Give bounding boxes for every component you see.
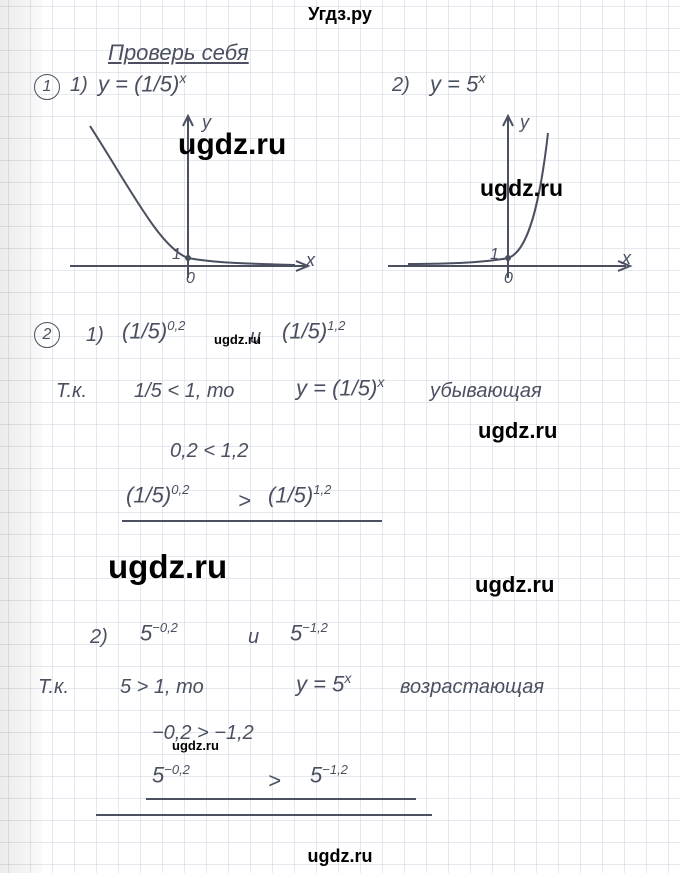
graph2-ylabel: y [520, 112, 529, 133]
p2-part1-label: 1) [86, 324, 104, 347]
p2-p2-result-op: > [268, 768, 281, 794]
expr-sup: x [179, 70, 186, 86]
p2-p2-result-r: 5−1,2 [310, 762, 348, 788]
expr-text: y = 5 [430, 71, 478, 96]
graph1-origin: 0 [186, 270, 195, 288]
sup: −1,2 [302, 620, 328, 635]
result-underline-1 [122, 520, 382, 522]
base: 5 [152, 762, 164, 787]
p2-p2-cmp-right: 5−1,2 [290, 620, 328, 646]
p2-p2-reason-c: y = 5x [296, 670, 351, 697]
p2-p2-reason-b: 5 > 1, то [120, 676, 204, 699]
sup: 1,2 [313, 482, 331, 497]
base: y = 5 [296, 671, 344, 696]
graph1-tick1: 1 [172, 246, 181, 264]
site-header: Угдз.ру [0, 4, 680, 25]
p2-p2-reason-d: возрастающая [400, 676, 544, 699]
page-shadow [0, 0, 42, 873]
p2-p1-reason2: 0,2 < 1,2 [170, 440, 248, 463]
graph2-origin: 0 [504, 270, 513, 288]
sup: x [377, 374, 384, 390]
base: y = (1/5) [296, 375, 377, 400]
sup: x [344, 670, 351, 686]
watermark: ugdz.ru [172, 738, 219, 753]
p1-part1-expr: y = (1/5)x [98, 70, 186, 97]
p2-p1-reason-d: убывающая [430, 380, 542, 403]
graph1-xlabel: x [306, 250, 315, 271]
p1-part1-label: 1) [70, 74, 88, 97]
base: 5 [310, 762, 322, 787]
p1-part2-label: 2) [392, 74, 410, 97]
sup: −0,2 [152, 620, 178, 635]
graph2-tick1: 1 [490, 246, 499, 264]
p2-p1-result-l: (1/5)0,2 [126, 482, 189, 508]
p2-p1-result-op: > [238, 488, 251, 514]
p1-part2-expr: y = 5x [430, 70, 485, 97]
p2-p1-reason-tk: Т.к. [56, 380, 87, 403]
problem-number-1: 1 [34, 74, 60, 100]
watermark: ugdz.ru [478, 418, 557, 444]
p2-p2-conj: и [248, 626, 259, 649]
p2-part2-label: 2) [90, 626, 108, 649]
base: 5 [140, 620, 152, 645]
p2-p2-result-l: 5−0,2 [152, 762, 190, 788]
result-underline-2b [96, 814, 432, 816]
sup: 0,2 [167, 318, 185, 333]
watermark: ugdz.ru [178, 128, 286, 162]
p2-p2-reason-tk: Т.к. [38, 676, 69, 699]
base: (1/5) [282, 318, 327, 343]
base: (1/5) [122, 318, 167, 343]
p2-p2-cmp-left: 5−0,2 [140, 620, 178, 646]
base: (1/5) [268, 482, 313, 507]
base: 5 [290, 620, 302, 645]
sup: −1,2 [322, 762, 348, 777]
p2-p1-reason-b: 1/5 < 1, то [134, 380, 234, 403]
site-footer: ugdz.ru [0, 846, 680, 867]
result-underline-2a [146, 798, 416, 800]
sup: 0,2 [171, 482, 189, 497]
expr-sup: x [478, 70, 485, 86]
p2-p1-cmp-right: (1/5)1,2 [282, 318, 345, 344]
expr-text: y = (1/5) [98, 71, 179, 96]
watermark: ugdz.ru [475, 572, 554, 598]
sup: −0,2 [164, 762, 190, 777]
base: (1/5) [126, 482, 171, 507]
problem-number-2: 2 [34, 322, 60, 348]
p2-p1-result-r: (1/5)1,2 [268, 482, 331, 508]
page-title: Проверь себя [108, 40, 249, 66]
sup: 1,2 [327, 318, 345, 333]
watermark: ugdz.ru [214, 332, 261, 347]
p2-p1-cmp-left: (1/5)0,2 [122, 318, 185, 344]
p2-p1-reason-c: y = (1/5)x [296, 374, 384, 401]
watermark: ugdz.ru [480, 175, 563, 202]
watermark: ugdz.ru [108, 548, 227, 586]
graph2-xlabel: x [622, 248, 631, 269]
